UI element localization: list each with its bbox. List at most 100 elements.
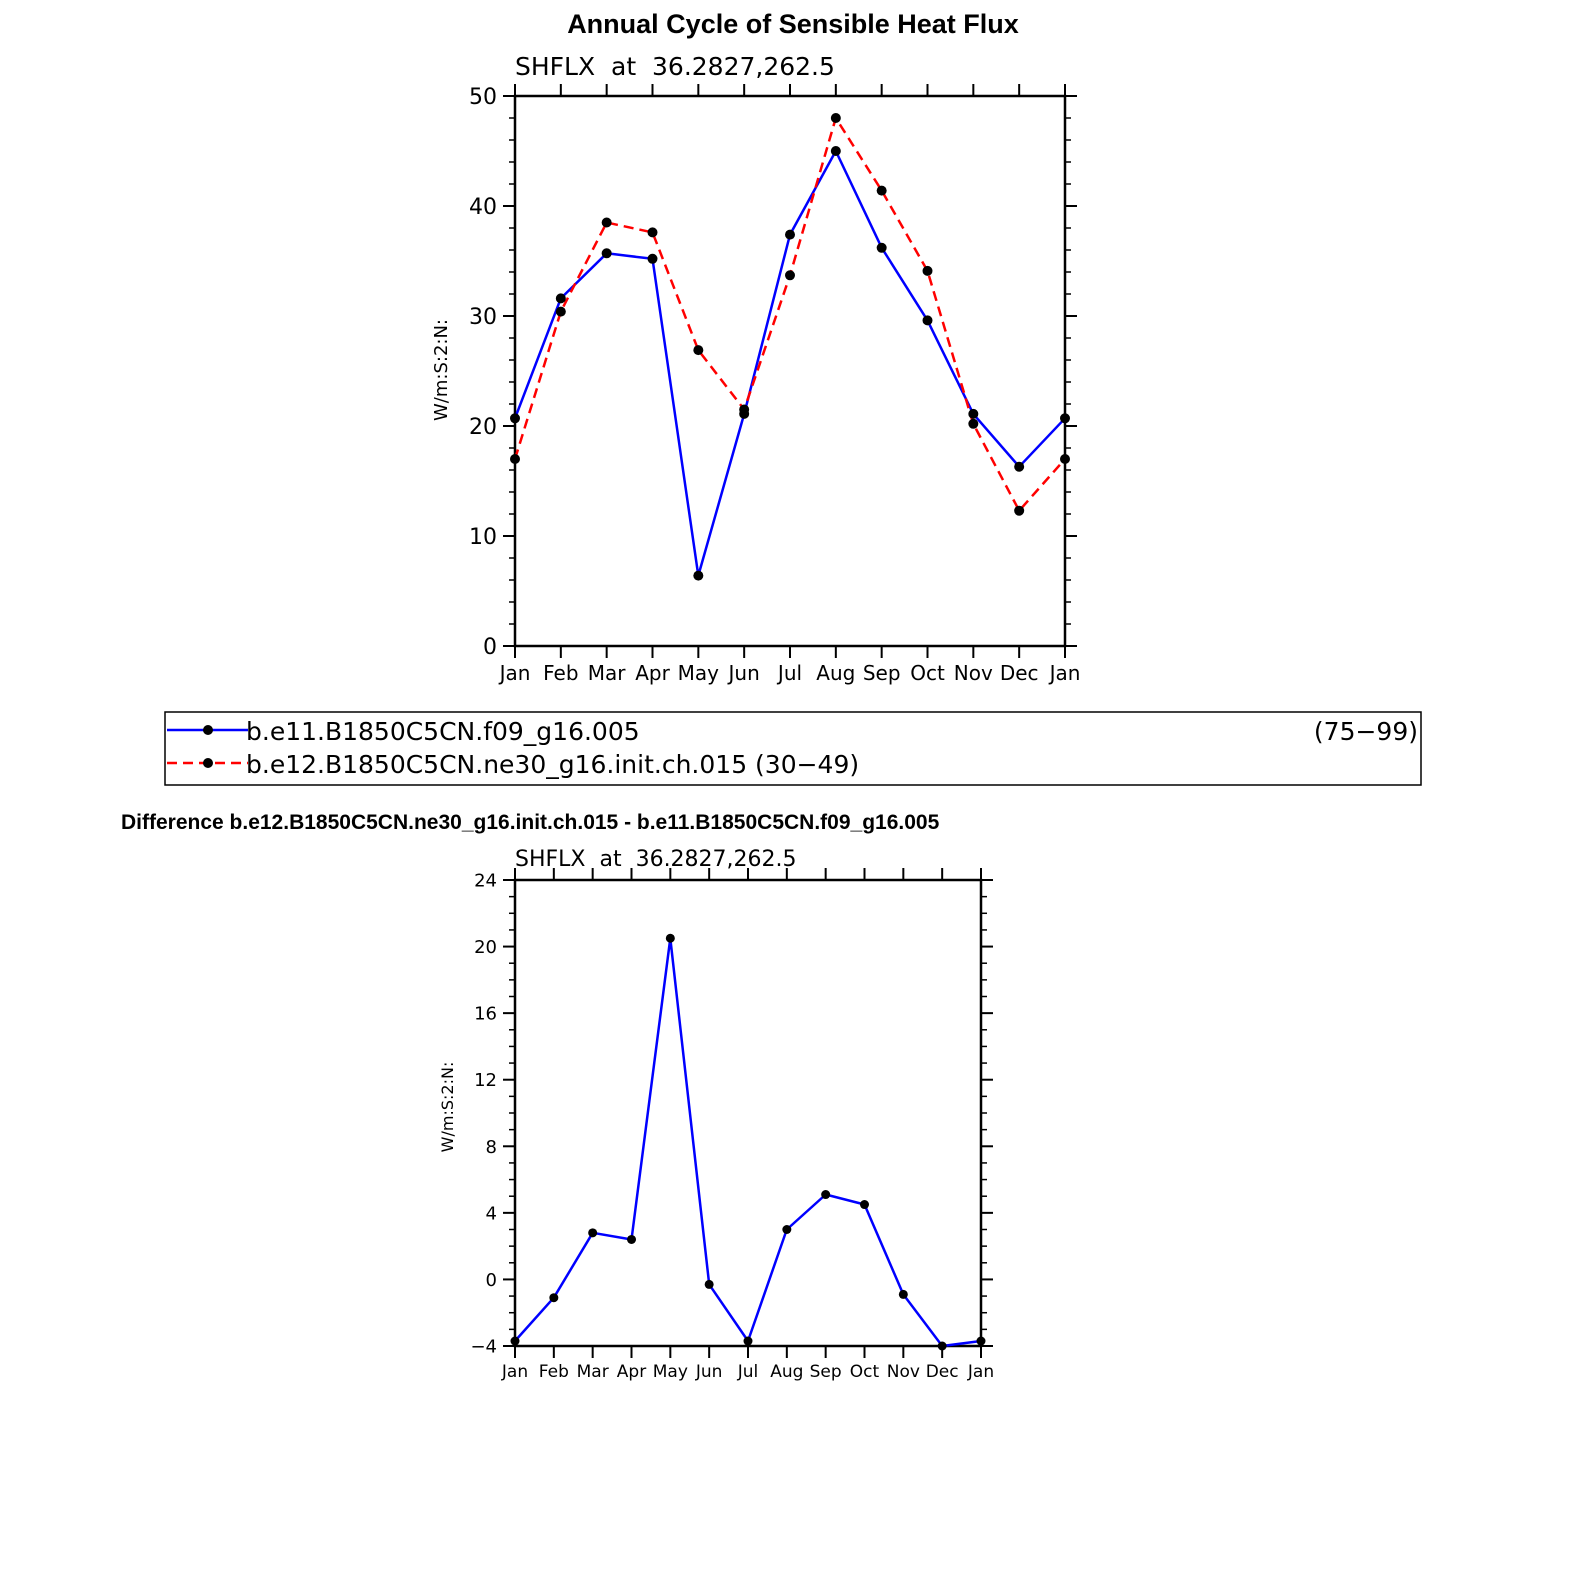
data-point: [830, 146, 841, 156]
x-tick-label: Nov: [954, 661, 993, 685]
data-point: [743, 1336, 753, 1346]
y-tick-label: 12: [474, 1070, 497, 1091]
annual-cycle-chart: SHFLX at 36.2827,262.5 W/m:S:2:N: Jan Feb…: [431, 52, 1080, 685]
x-tick-label: Dec: [1000, 661, 1039, 685]
data-point: [922, 265, 933, 276]
data-point: [968, 418, 979, 429]
y-tick-label: 4: [486, 1203, 497, 1224]
y-tick-label: 40: [469, 195, 497, 220]
data-point: [1014, 505, 1025, 516]
x-tick-label: Jul: [737, 1362, 759, 1382]
y-tick-label: 0: [486, 1270, 497, 1291]
x-tick-label: Sep: [863, 661, 901, 685]
legend-marker-control: [203, 725, 213, 735]
data-point: [601, 248, 612, 259]
data-point: [665, 933, 675, 943]
data-point: [510, 413, 520, 424]
x-tick-label: Jan: [498, 661, 531, 685]
plot-frame: [513, 94, 1067, 648]
y-tick-label: 16: [474, 1004, 497, 1025]
y-axis-label: W/m:S:2:N:: [438, 1062, 457, 1153]
series-line-0: [513, 149, 1066, 577]
legend-frame: [164, 711, 1422, 786]
data-point: [1060, 454, 1070, 464]
x-tick-label: Jun: [695, 1362, 723, 1382]
y-tick-label: 20: [469, 415, 497, 440]
difference-title: Difference b.e12.B1850C5CN.ne30_g16.init…: [121, 811, 940, 834]
data-point: [1060, 413, 1070, 424]
plot-frame: [513, 878, 983, 1348]
difference-chart: SHFLX at 36.2827,262.5 W/m:S:2:N: Jan Feb…: [438, 847, 994, 1382]
data-point: [922, 315, 933, 326]
data-point: [785, 229, 795, 240]
x-tick-label: Sep: [810, 1362, 842, 1382]
x-tick-label: Dec: [926, 1362, 959, 1382]
x-tick-label: Jan: [501, 1362, 528, 1382]
legend-years-control: (75−99): [1314, 717, 1418, 746]
data-point: [555, 293, 566, 304]
x-tick-label: Feb: [539, 1362, 569, 1382]
y-tick-label: 24: [474, 870, 497, 891]
x-tick-label: Aug: [770, 1362, 803, 1382]
x-tick-label: Jul: [776, 661, 802, 685]
x-tick-label: Oct: [850, 1362, 880, 1382]
x-tick-label: Apr: [635, 661, 670, 685]
data-point: [555, 306, 566, 317]
y-tick-label: −4: [470, 1336, 497, 1357]
legend-entry-control: b.e11.B1850C5CN.f09_g16.005 (75−99): [167, 717, 1418, 746]
x-tick-label: Aug: [816, 661, 855, 685]
y-tick-label: 10: [469, 525, 497, 550]
data-point: [588, 1228, 598, 1238]
x-tick-label: Jan: [1048, 661, 1081, 685]
data-point: [898, 1289, 908, 1299]
data-point: [876, 185, 887, 196]
series-line-0: [514, 937, 982, 1348]
y-tick-label: 30: [469, 305, 497, 330]
data-point: [693, 570, 704, 581]
data-point: [1014, 461, 1025, 472]
y-axis-label: W/m:S:2:N:: [431, 319, 452, 421]
x-tick-label: May: [653, 1362, 688, 1382]
data-point: [968, 408, 979, 419]
x-tick-label: May: [678, 661, 720, 685]
y-tick-label: 0: [483, 635, 497, 660]
data-point: [785, 270, 795, 281]
legend: b.e11.B1850C5CN.f09_g16.005 (75−99) b.e1…: [164, 711, 1422, 786]
data-point: [647, 253, 658, 264]
page-title: Annual Cycle of Sensible Heat Flux: [567, 9, 1019, 39]
data-point: [704, 1279, 714, 1289]
data-point: [510, 1336, 520, 1346]
data-point: [627, 1234, 636, 1244]
data-point: [976, 1336, 986, 1346]
data-point: [782, 1225, 792, 1234]
x-tick-label: Oct: [910, 661, 945, 685]
data-point: [876, 242, 887, 253]
legend-label-experiment: b.e12.B1850C5CN.ne30_g16.init.ch.015 (30…: [246, 750, 859, 779]
data-point: [937, 1341, 947, 1351]
chart-subtitle: SHFLX at 36.2827,262.5: [515, 52, 835, 81]
x-tick-label: Apr: [617, 1362, 646, 1382]
data-point: [647, 227, 658, 238]
x-tick-label: Feb: [543, 661, 578, 685]
data-point: [510, 454, 520, 464]
x-tick-label: Nov: [887, 1362, 920, 1382]
legend-marker-experiment: [203, 758, 213, 768]
data-point: [860, 1200, 869, 1210]
data-point: [830, 113, 841, 123]
series-line-1: [513, 116, 1066, 512]
data-point: [549, 1293, 559, 1303]
x-tick-label: Mar: [588, 661, 627, 685]
x-tick-label: Jan: [967, 1362, 994, 1382]
data-point: [601, 217, 612, 228]
legend-label-control: b.e11.B1850C5CN.f09_g16.005: [246, 717, 640, 746]
data-point: [693, 345, 704, 356]
data-point: [821, 1190, 831, 1200]
x-tick-label: Jun: [727, 661, 760, 685]
chart-subtitle: SHFLX at 36.2827,262.5: [515, 847, 797, 872]
legend-entry-experiment: b.e12.B1850C5CN.ne30_g16.init.ch.015 (30…: [167, 750, 859, 779]
data-point: [739, 404, 750, 415]
x-tick-label: Mar: [577, 1362, 609, 1382]
y-tick-label: 50: [469, 85, 497, 110]
y-tick-label: 8: [486, 1137, 497, 1158]
